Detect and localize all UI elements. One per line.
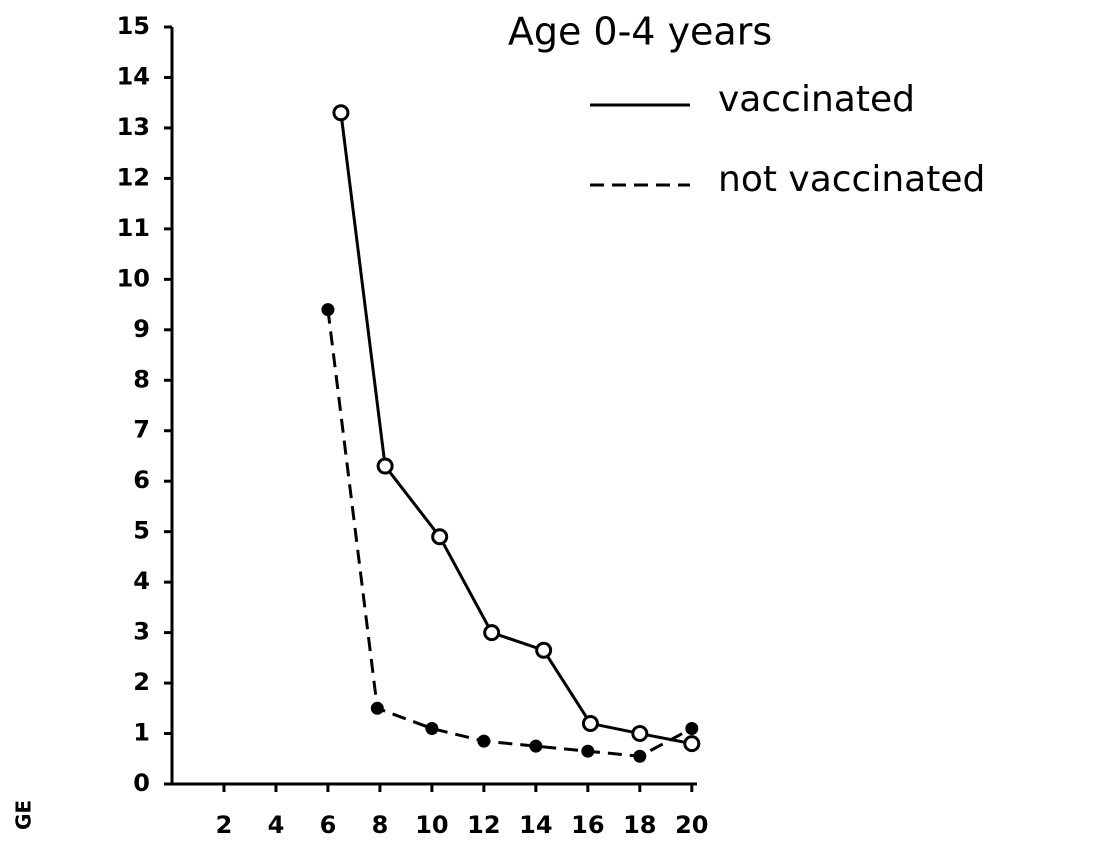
y-axis-label: GE [12,800,36,830]
x-tick-label: 6 [320,811,337,839]
point [685,721,699,735]
point [332,104,350,122]
y-tick-label: 15 [117,12,150,40]
y-tick-label: 3 [133,618,150,646]
y-tick-label: 12 [117,163,150,191]
y-tick-label: 14 [117,62,150,90]
y-tick-label: 6 [133,466,150,494]
series-line [339,112,693,746]
point [581,714,599,732]
y-tick-label: 10 [117,264,150,292]
y-tick-label: 5 [133,517,150,545]
point [535,641,553,659]
point [581,744,595,758]
legend-label: vaccinated [718,79,915,120]
point [631,725,649,743]
chart-title: Age 0-4 years [508,10,772,54]
x-tick-label: 18 [623,811,656,839]
y-tick-label: 11 [117,214,150,242]
x-tick-label: 12 [467,811,500,839]
y-tick-label: 7 [133,416,150,444]
point [370,701,384,715]
x-tick-label: 2 [216,811,233,839]
point [683,735,701,753]
x-tick-label: 4 [268,811,285,839]
point [529,739,543,753]
point [431,528,449,546]
legend-label: not vaccinated [718,159,985,200]
y-tick-label: 8 [133,365,150,393]
series-line [326,309,693,758]
x-tick-label: 20 [675,811,708,839]
y-tick-label: 9 [133,315,150,343]
point [376,457,394,475]
y-tick-label: 1 [133,719,150,747]
x-tick-label: 10 [415,811,448,839]
y-tick-label: 0 [133,769,150,797]
point [633,749,647,763]
point [425,721,439,735]
y-tick-label: 4 [133,567,150,595]
point [477,734,491,748]
x-tick-label: 8 [372,811,389,839]
point [321,303,335,317]
y-tick-label: 13 [117,113,150,141]
x-tick-label: 16 [571,811,604,839]
y-tick-label: 2 [133,668,150,696]
point [483,624,501,642]
x-tick-label: 14 [519,811,552,839]
